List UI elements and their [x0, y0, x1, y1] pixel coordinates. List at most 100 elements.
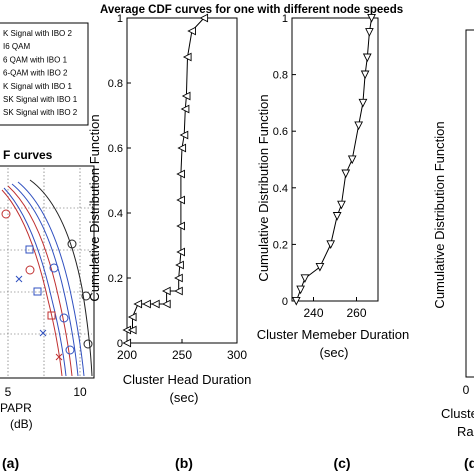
panel-a-legend-item: K Signal with IBO 1 — [3, 82, 72, 91]
panel-c-ytick-label: 0.6 — [273, 126, 288, 138]
panel-d-ylabel: Cumulative Distribution Function — [432, 121, 447, 308]
panel-b-data-point — [176, 169, 185, 179]
panel-b-data-point — [179, 130, 189, 140]
panel-b-cdf-line — [126, 17, 205, 343]
panel-a-legend-item: SK Signal with IBO 2 — [3, 108, 78, 117]
panel-c-axes — [291, 17, 379, 302]
panel-a-markers — [1, 209, 93, 361]
panel-a-curve-6 — [29, 179, 93, 377]
panel-b-data-point — [176, 221, 185, 231]
panel-a-legend-item: K Signal with IBO 2 — [3, 29, 72, 38]
panel-c-ytick-label: 0.2 — [273, 239, 288, 251]
panel-b-ytick-label: 0 — [117, 338, 123, 350]
panel-b-data-point — [161, 299, 171, 309]
panel-b-data-point — [161, 286, 171, 296]
panel-a-curves — [1, 179, 93, 377]
panel-b-data-point — [174, 286, 183, 296]
panel-b-label: (b) — [175, 455, 193, 471]
panel-b-data-point — [142, 299, 151, 309]
panel-c-data-point — [300, 274, 310, 284]
panel-b-ytick-label: 0.8 — [108, 78, 123, 90]
panel-b-data-point — [187, 26, 196, 36]
panel-b-data-point — [182, 52, 192, 62]
panel-b-data-point — [133, 299, 143, 309]
panel-a-xtick-5: 5 — [5, 385, 12, 399]
figure-title: Average CDF curves for one with differen… — [100, 4, 403, 16]
panel-b-ytick-label: 1 — [117, 13, 123, 25]
panel-c-data-point — [360, 70, 370, 80]
panel-b-xtick-label: 300 — [227, 348, 247, 362]
panel-c-ytick-label: 0 — [282, 296, 288, 308]
panel-c-ylabel: Cumulative Distribution Function — [256, 94, 271, 281]
panel-c-data-point — [367, 13, 376, 23]
panel-c-ytick-label: 0.4 — [273, 183, 288, 195]
panel-d-xlabel: Cluste — [441, 406, 474, 421]
panel-b-ytick-label: 0.2 — [108, 273, 123, 285]
panel-b-data-point — [122, 338, 132, 348]
panel-b-xlabel: Cluster Head Duration — [123, 372, 252, 387]
panel-b-xticks: 200 250 300 — [117, 339, 247, 362]
panel-a-legend: K Signal with IBO 2 I6 QAM 6 QAM with IBO … — [3, 29, 78, 117]
panel-b-data-point — [127, 325, 137, 335]
panel-c-data-point — [326, 240, 336, 250]
panel-b-xtick-label: 200 — [117, 348, 137, 362]
panel-b-xtick-label: 250 — [172, 348, 192, 362]
panel-c-markers — [291, 13, 376, 306]
panel-b-data-point — [175, 260, 184, 270]
panel-b-ylabel: Cumulative Distribution Function — [87, 114, 102, 301]
panel-c-data-point — [315, 262, 325, 272]
panel-c-xlabel: Cluster Memeber Duration — [257, 327, 409, 342]
panel-c-data-point — [347, 155, 357, 165]
panel-c-data-point — [362, 53, 372, 63]
panel-c-xticks: 240 260 — [303, 297, 367, 320]
panel-b-data-point — [199, 13, 209, 23]
panel-b-markers — [122, 13, 209, 348]
panel-c-yticks: 0 0.2 0.4 0.6 0.8 1 — [273, 13, 296, 308]
panel-c-data-point — [337, 200, 346, 210]
panel-c-data-point — [332, 212, 342, 221]
panel-c-ytick-label: 1 — [282, 13, 288, 25]
panel-a-xlabel: PAPR — [0, 401, 32, 415]
panel-b-yticks: 0 0.2 0.4 0.6 0.8 1 — [108, 13, 131, 350]
panel-a-curve-3 — [7, 185, 73, 377]
panel-d-tick-0: 0 — [463, 383, 470, 397]
panel-a-legend-item: 6-QAM with IBO 2 — [3, 69, 68, 78]
panel-a: F curves K Signal with IBO 2 I6 QAM 6 QAM … — [0, 22, 95, 471]
panel-c: Cumulative Distribution Function 0 0.2 0.4… — [256, 13, 409, 471]
panel-b-data-point — [180, 104, 190, 114]
panel-c-label: (c) — [333, 455, 350, 471]
panel-b-data-point — [176, 195, 185, 205]
panel-c-xunit: (sec) — [320, 345, 349, 360]
panel-d-label: (d) — [464, 455, 474, 471]
panel-b-data-point — [181, 91, 191, 101]
panel-a-legend-box — [0, 22, 89, 126]
panel-b-data-point — [176, 247, 185, 257]
panel-a-curve-2 — [3, 187, 67, 377]
panel-c-data-point — [354, 121, 364, 131]
panel-c-data-point — [341, 169, 351, 179]
panel-d-axes — [465, 29, 474, 378]
panel-a-curve-1 — [1, 189, 63, 377]
panel-a-title: F curves — [3, 148, 53, 162]
panel-c-data-point — [296, 285, 305, 295]
panel-b-data-point — [174, 273, 183, 283]
panel-b-ytick-label: 0.4 — [108, 208, 123, 220]
panel-c-xtick-label: 240 — [303, 306, 323, 320]
panel-c-data-point — [365, 28, 374, 37]
panel-b-data-point — [127, 312, 137, 322]
panel-a-legend-item: 6 QAM with IBO 1 — [3, 55, 68, 64]
panel-a-xunit: (dB) — [10, 417, 33, 431]
panel-d-xlabel-2: Ra — [457, 424, 474, 439]
panel-b-data-point — [177, 143, 187, 153]
panel-c-cdf-line — [295, 17, 373, 302]
panel-a-legend-item: SK Signal with IBO 1 — [3, 95, 78, 104]
panel-b-data-point — [150, 299, 160, 309]
panel-b-ytick-label: 0.6 — [108, 143, 123, 155]
panel-a-curve-4 — [11, 183, 79, 377]
panel-c-data-point — [358, 98, 368, 108]
panel-a-label: (a) — [2, 455, 19, 471]
panel-c-ytick-label: 0.8 — [273, 70, 288, 82]
panel-a-legend-item: I6 QAM — [3, 42, 30, 51]
panel-b-xunit: (sec) — [170, 390, 199, 405]
